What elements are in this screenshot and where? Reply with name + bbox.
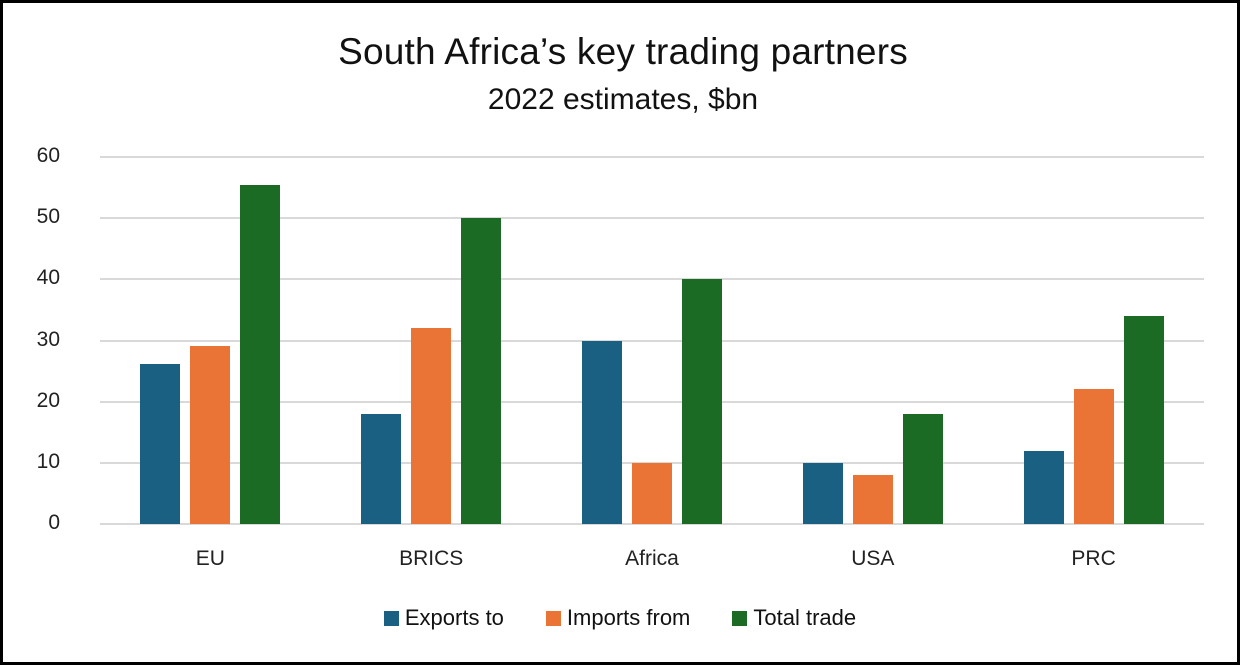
bar-prc-imports-from — [1073, 389, 1114, 524]
y-axis-tick-label: 50 — [36, 205, 60, 229]
bar-eu-imports-from — [190, 346, 231, 524]
y-axis-tick-label: 20 — [36, 388, 60, 412]
y-axis-tick-label: 0 — [48, 511, 60, 534]
legend-item-total: Total trade — [732, 605, 856, 631]
bar-eu-total-trade — [240, 184, 281, 524]
chart-subtitle: 2022 estimates, $bn — [487, 83, 759, 116]
bar-brics-imports-from — [411, 328, 452, 524]
bar-brics-exports-to — [361, 413, 402, 524]
bar-africa-imports-from — [632, 462, 672, 524]
y-axis-tick-label: 10 — [36, 449, 60, 473]
bar-usa-total-trade — [902, 413, 943, 524]
legend-swatch-imports — [545, 610, 561, 626]
gridline — [100, 400, 1204, 403]
legend-swatch-total — [732, 610, 748, 626]
gridline — [100, 339, 1204, 342]
legend-label-exports: Exports to — [404, 605, 504, 630]
gridline — [100, 278, 1204, 281]
bar-brics-total-trade — [461, 218, 502, 524]
x-axis-category-label: USA — [851, 547, 895, 570]
legend-item-imports: Imports from — [545, 605, 691, 631]
x-axis-category-label: BRICS — [399, 547, 464, 570]
legend-swatch-exports — [383, 610, 399, 626]
legend-item-exports: Exports to — [383, 605, 504, 631]
x-axis-category-label: Africa — [625, 547, 679, 570]
legend-label-total: Total trade — [753, 605, 857, 630]
x-axis-category-label: PRC — [1071, 547, 1116, 570]
bar-africa-exports-to — [582, 340, 622, 524]
bar-usa-imports-from — [852, 475, 893, 524]
bar-africa-total-trade — [682, 279, 722, 524]
y-axis-tick-label: 30 — [36, 327, 60, 351]
x-axis-category-label: EU — [195, 547, 225, 570]
bar-prc-exports-to — [1023, 450, 1064, 524]
gridline — [100, 523, 1204, 525]
legend-label-imports: Imports from — [566, 605, 691, 630]
bar-eu-exports-to — [140, 363, 181, 524]
bar-prc-total-trade — [1123, 316, 1164, 524]
gridline — [100, 217, 1204, 220]
bar-usa-exports-to — [802, 462, 843, 524]
chart-title: South Africa’s key trading partners — [338, 31, 908, 72]
y-axis-tick-label: 60 — [36, 144, 60, 167]
gridline — [100, 156, 1204, 158]
y-axis-tick-label: 40 — [36, 266, 60, 290]
legend: Exports to Imports from Total trade — [0, 605, 1240, 631]
